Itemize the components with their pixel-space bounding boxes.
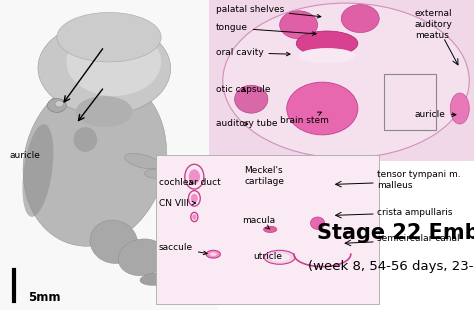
Ellipse shape bbox=[125, 153, 160, 169]
Text: palatal shelves: palatal shelves bbox=[216, 5, 321, 18]
Ellipse shape bbox=[76, 96, 133, 127]
Ellipse shape bbox=[38, 22, 171, 115]
Bar bbox=[384, 74, 436, 130]
Ellipse shape bbox=[47, 99, 66, 113]
Text: crista ampullaris: crista ampullaris bbox=[377, 208, 452, 217]
Text: utricle: utricle bbox=[253, 252, 283, 261]
Text: macula: macula bbox=[242, 215, 275, 229]
Ellipse shape bbox=[140, 272, 173, 286]
Text: auricle: auricle bbox=[9, 150, 40, 160]
Ellipse shape bbox=[296, 31, 358, 56]
Ellipse shape bbox=[210, 252, 217, 256]
Ellipse shape bbox=[73, 127, 97, 152]
Text: auditory tube: auditory tube bbox=[216, 119, 277, 129]
Ellipse shape bbox=[22, 124, 54, 217]
Ellipse shape bbox=[287, 82, 358, 135]
Text: oral cavity: oral cavity bbox=[216, 48, 290, 57]
Text: cochlear duct: cochlear duct bbox=[159, 178, 220, 188]
Ellipse shape bbox=[235, 85, 268, 113]
Ellipse shape bbox=[145, 169, 168, 178]
Ellipse shape bbox=[90, 220, 137, 264]
Ellipse shape bbox=[192, 214, 196, 220]
Text: brain stem: brain stem bbox=[280, 112, 328, 126]
Ellipse shape bbox=[66, 28, 161, 96]
Ellipse shape bbox=[299, 48, 356, 64]
Text: auricle: auricle bbox=[415, 110, 456, 119]
Text: (week 8, 54-56 days, 23-28 mm): (week 8, 54-56 days, 23-28 mm) bbox=[309, 260, 474, 273]
Ellipse shape bbox=[264, 250, 295, 264]
Ellipse shape bbox=[223, 3, 469, 158]
Text: otic capsule: otic capsule bbox=[216, 85, 270, 95]
Ellipse shape bbox=[206, 250, 220, 258]
Text: Stage 22 Embryo: Stage 22 Embryo bbox=[317, 223, 474, 243]
Ellipse shape bbox=[55, 101, 64, 107]
Ellipse shape bbox=[280, 11, 318, 39]
Text: CN VIII: CN VIII bbox=[159, 198, 196, 208]
Text: Meckel's
cartilage: Meckel's cartilage bbox=[244, 166, 284, 186]
Ellipse shape bbox=[341, 5, 379, 33]
Ellipse shape bbox=[118, 239, 166, 276]
Text: saccule: saccule bbox=[159, 243, 207, 255]
Ellipse shape bbox=[450, 93, 469, 124]
Ellipse shape bbox=[189, 169, 200, 184]
Bar bbox=[209, 0, 474, 161]
Text: 5mm: 5mm bbox=[28, 291, 61, 304]
Ellipse shape bbox=[264, 226, 277, 232]
Bar bbox=[0, 0, 218, 310]
Ellipse shape bbox=[191, 194, 198, 203]
Ellipse shape bbox=[310, 217, 325, 229]
Text: tensor tympani m.
malleus: tensor tympani m. malleus bbox=[377, 170, 460, 190]
Bar bbox=[156, 155, 379, 304]
Text: tongue: tongue bbox=[216, 23, 316, 35]
Ellipse shape bbox=[269, 253, 290, 262]
Text: semicircular canal: semicircular canal bbox=[377, 234, 459, 243]
Ellipse shape bbox=[23, 76, 166, 246]
Ellipse shape bbox=[57, 12, 161, 62]
Text: external
auditory
meatus: external auditory meatus bbox=[415, 9, 453, 41]
